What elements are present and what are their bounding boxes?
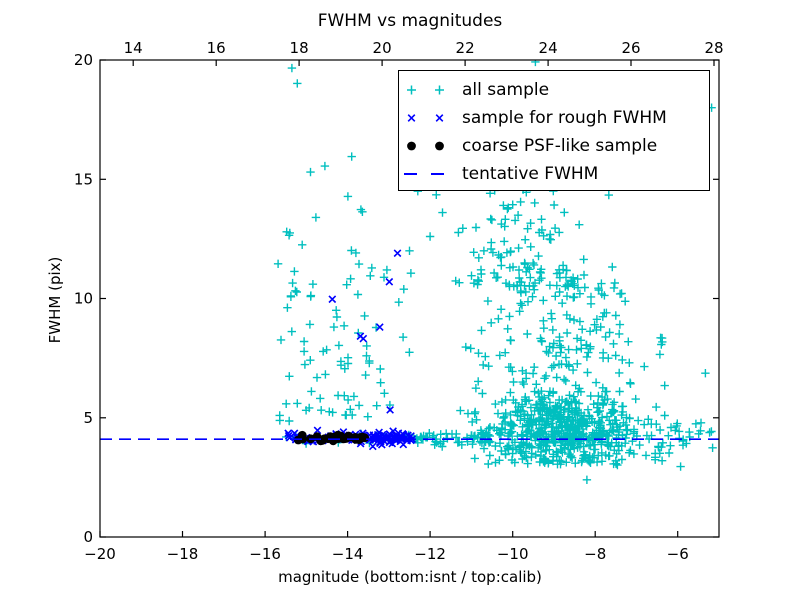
svg-text:20: 20 [373, 39, 392, 57]
dot-marker-icon [407, 141, 444, 151]
svg-text:24: 24 [539, 39, 558, 57]
svg-text:−10: −10 [497, 545, 529, 563]
legend-item-all-sample: all sample [399, 76, 709, 104]
legend-item-tentative-fwhm: tentative FWHM [399, 160, 709, 188]
svg-text:20: 20 [74, 51, 93, 69]
svg-text:−12: −12 [414, 545, 446, 563]
x-axis-label: magnitude (bottom:isnt / top:calib) [278, 568, 542, 586]
legend-label: all sample [462, 80, 550, 100]
svg-text:15: 15 [74, 170, 93, 188]
plus-marker-icon [407, 85, 444, 95]
svg-text:−18: −18 [167, 545, 199, 563]
legend-item-psf-like-sample: coarse PSF-like sample [399, 132, 709, 160]
legend-label: tentative FWHM [462, 164, 599, 184]
svg-text:−16: −16 [249, 545, 281, 563]
svg-text:14: 14 [124, 39, 143, 57]
svg-text:18: 18 [290, 39, 309, 57]
svg-text:26: 26 [621, 39, 640, 57]
svg-text:5: 5 [83, 409, 93, 427]
legend: all sample sample for rough FWHM coarse … [398, 70, 710, 191]
svg-text:22: 22 [456, 39, 475, 57]
legend-label: coarse PSF-like sample [462, 136, 658, 156]
svg-text:−14: −14 [332, 545, 364, 563]
chart-title: FWHM vs magnitudes [317, 11, 503, 31]
svg-text:−8: −8 [584, 545, 606, 563]
svg-text:0: 0 [83, 528, 93, 546]
svg-text:−6: −6 [667, 545, 689, 563]
svg-text:28: 28 [704, 39, 723, 57]
cross-marker-icon [407, 114, 444, 122]
legend-label: sample for rough FWHM [462, 108, 667, 128]
svg-text:−20: −20 [84, 545, 116, 563]
legend-item-rough-fwhm-sample: sample for rough FWHM [399, 104, 709, 132]
y-axis-label: FWHM (pix) [46, 256, 64, 344]
dashed-line-icon [404, 173, 444, 175]
svg-text:16: 16 [207, 39, 226, 57]
svg-text:10: 10 [74, 290, 93, 308]
